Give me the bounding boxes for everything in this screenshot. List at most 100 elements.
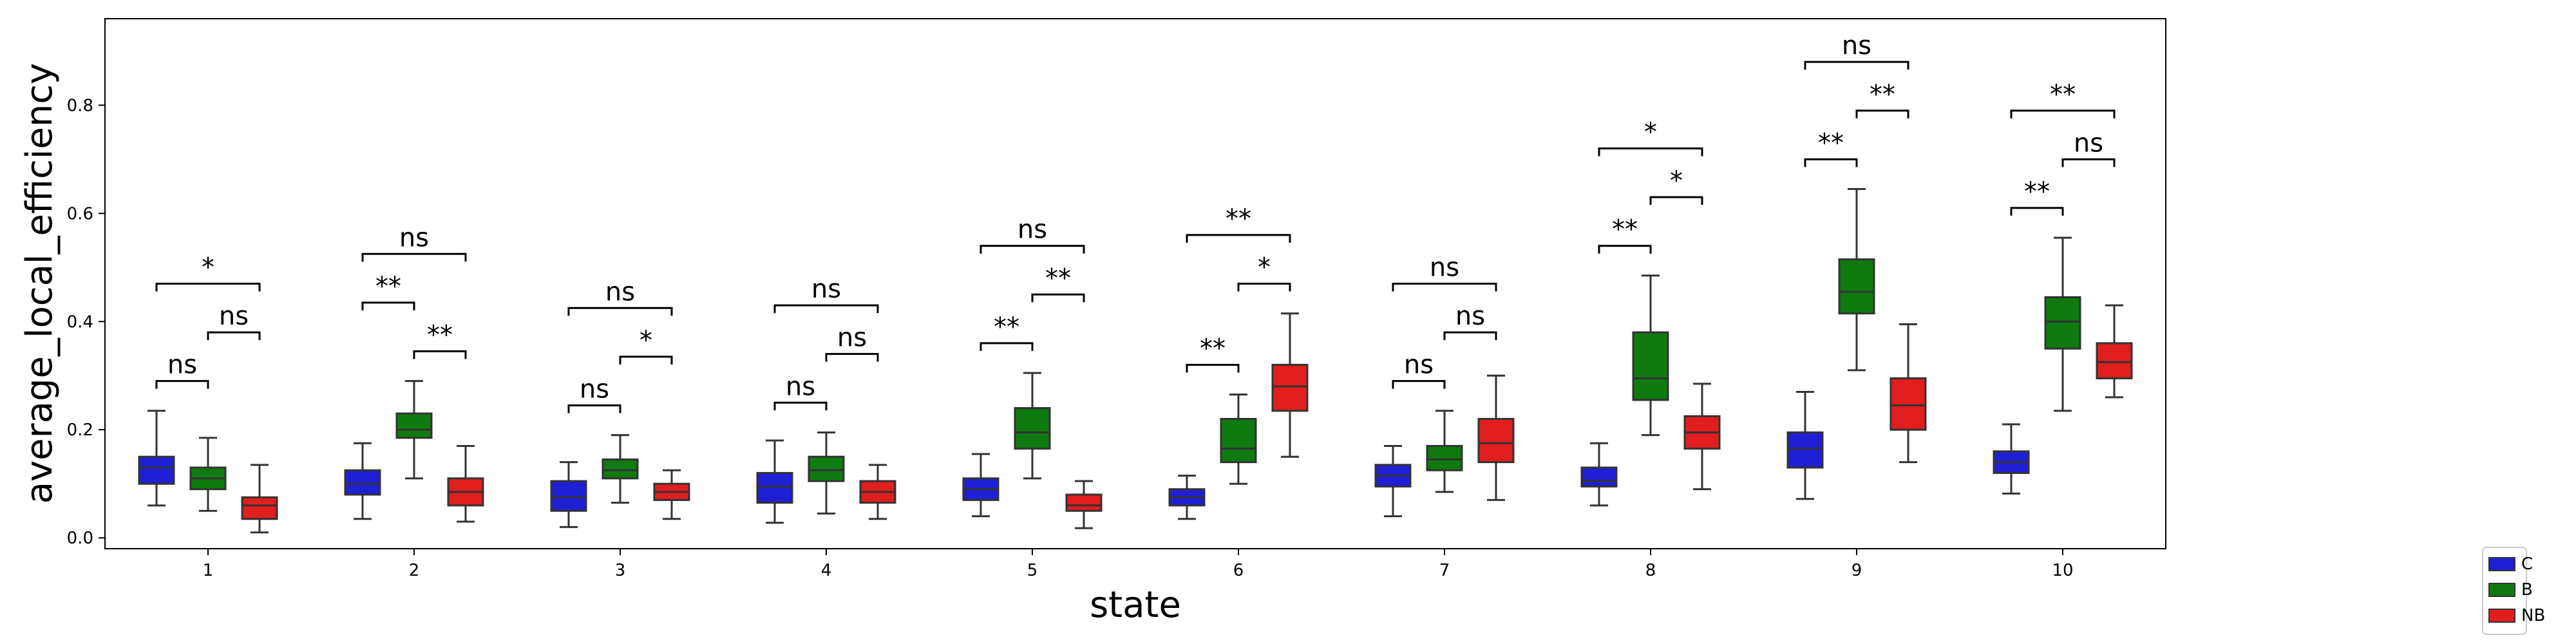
bracket-line (361, 301, 415, 310)
box-iqr (601, 458, 639, 480)
legend-label-C: C (2521, 554, 2533, 574)
bracket-line (207, 331, 261, 341)
significance-bracket: ns (825, 323, 879, 362)
significance-bracket: ** (980, 312, 1034, 351)
bracket-line (1443, 331, 1497, 341)
bracket-line (825, 353, 879, 362)
box-iqr (1271, 363, 1309, 412)
box-NB-6 (1271, 312, 1309, 458)
significance-label: ns (1455, 301, 1485, 331)
significance-label: ** (1870, 80, 1895, 109)
bracket-line (1186, 234, 1291, 243)
significance-bracket: ns (1804, 31, 1909, 70)
y-tick-label: 0.8 (67, 96, 93, 115)
significance-label: ** (1226, 204, 1251, 234)
box-iqr (241, 496, 278, 520)
box-NB-8 (1683, 383, 1721, 491)
box-B-5 (1014, 372, 1051, 480)
significance-bracket: ns (1392, 350, 1446, 389)
significance-label: ns (1018, 215, 1047, 245)
box-iqr (344, 469, 381, 496)
legend-swatch-NB (2488, 609, 2515, 623)
significance-bracket: * (155, 253, 261, 292)
bracket-line (1237, 283, 1291, 292)
significance-label: * (1644, 118, 1657, 147)
y-axis-title: average_local_efficiency (19, 63, 61, 504)
bracket-line (773, 304, 879, 314)
box-NB-3 (653, 469, 690, 520)
bracket-line (1392, 380, 1446, 389)
significance-bracket: * (1598, 118, 1703, 156)
bracket-line (2061, 158, 2116, 167)
bracket-line (155, 380, 209, 389)
significance-label: ** (2050, 80, 2076, 109)
box-B-3 (601, 434, 639, 504)
significance-label: ns (786, 372, 815, 401)
box-C-10 (1993, 423, 2030, 495)
bracket-line (1598, 147, 1703, 156)
box-B-1 (189, 437, 227, 512)
significance-bracket: ** (2010, 177, 2064, 216)
significance-bracket: ** (413, 320, 467, 359)
box-C-8 (1580, 442, 1618, 507)
box-layer (138, 188, 2133, 534)
box-iqr (1220, 417, 1257, 464)
significance-layer: nsns*****nsns*nsnsnsns****ns*****nsnsns*… (155, 31, 2116, 413)
box-B-8 (1632, 274, 1669, 437)
box-iqr (1580, 466, 1618, 488)
significance-bracket: ns (155, 350, 209, 389)
significance-label: ** (1200, 334, 1226, 363)
y-tick-label: 0.4 (67, 312, 93, 332)
legend-label-NB: NB (2521, 606, 2545, 625)
significance-bracket: ns (980, 215, 1085, 254)
significance-bracket: ns (773, 274, 879, 314)
box-C-7 (1374, 444, 1412, 518)
significance-bracket: ** (1031, 263, 1085, 303)
box-B-2 (395, 380, 433, 480)
box-iqr (808, 455, 845, 482)
box-iqr (756, 471, 793, 504)
bracket-line (980, 245, 1085, 254)
significance-label: ns (837, 323, 867, 353)
box-NB-4 (859, 464, 896, 520)
significance-label: ns (399, 223, 429, 252)
significance-label: ** (1612, 215, 1638, 245)
significance-label: ns (219, 301, 249, 331)
box-NB-5 (1065, 480, 1103, 529)
box-iqr (2096, 342, 2133, 379)
significance-label: ns (2074, 128, 2103, 158)
significance-bracket: ns (2061, 128, 2116, 167)
box-iqr (1786, 431, 1824, 469)
box-C-1 (138, 410, 175, 507)
bracket-line (361, 252, 467, 262)
significance-label: ** (2024, 177, 2050, 207)
bracket-line (1649, 196, 1703, 205)
significance-label: ** (994, 312, 1019, 342)
significance-bracket: ns (1392, 253, 1497, 292)
legend: CB NB (2482, 547, 2545, 635)
legend-swatch-B (2488, 583, 2515, 597)
significance-label: * (1258, 253, 1271, 283)
box-C-6 (1168, 475, 1206, 520)
significance-label: ns (811, 274, 841, 304)
plot-area-frame (104, 18, 2166, 549)
significance-bracket: ns (1443, 301, 1497, 341)
bracket-line (155, 283, 261, 292)
box-iqr (1065, 493, 1103, 512)
significance-bracket: * (619, 326, 673, 365)
box-B-7 (1426, 410, 1463, 493)
legend-swatch-C (2488, 557, 2515, 571)
box-iqr (1838, 258, 1875, 315)
x-tick-label: 9 (1852, 561, 1862, 580)
bracket-line (1031, 293, 1085, 303)
bracket-line (413, 350, 467, 359)
x-tick-label: 3 (615, 561, 626, 580)
x-tick-label: 5 (1027, 561, 1038, 580)
bracket-line (567, 404, 621, 413)
significance-label: ns (1404, 350, 1434, 380)
significance-bracket: ns (207, 301, 261, 341)
bracket-line (773, 401, 828, 411)
legend-label-B: B (2521, 580, 2533, 600)
bracket-line (1804, 61, 1909, 70)
box-C-9 (1786, 390, 1824, 500)
